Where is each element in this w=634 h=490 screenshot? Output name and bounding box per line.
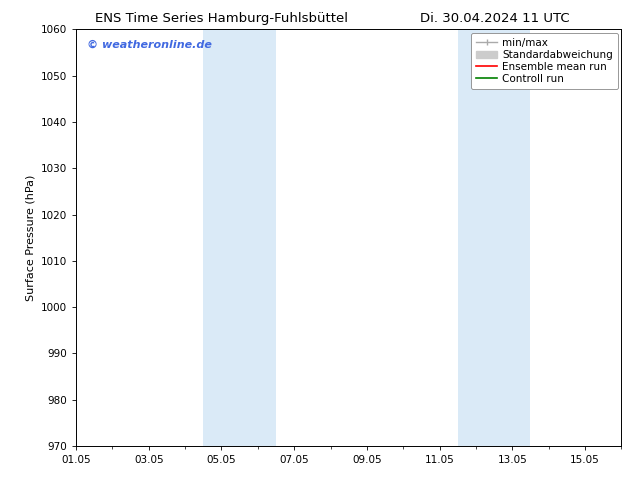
Text: © weatheronline.de: © weatheronline.de: [87, 40, 212, 50]
Text: Di. 30.04.2024 11 UTC: Di. 30.04.2024 11 UTC: [420, 12, 569, 25]
Text: ENS Time Series Hamburg-Fuhlsbüttel: ENS Time Series Hamburg-Fuhlsbüttel: [95, 12, 349, 25]
Legend: min/max, Standardabweichung, Ensemble mean run, Controll run: min/max, Standardabweichung, Ensemble me…: [471, 32, 618, 89]
Bar: [204, 29, 276, 446]
Bar: [458, 29, 531, 446]
Y-axis label: Surface Pressure (hPa): Surface Pressure (hPa): [25, 174, 36, 301]
